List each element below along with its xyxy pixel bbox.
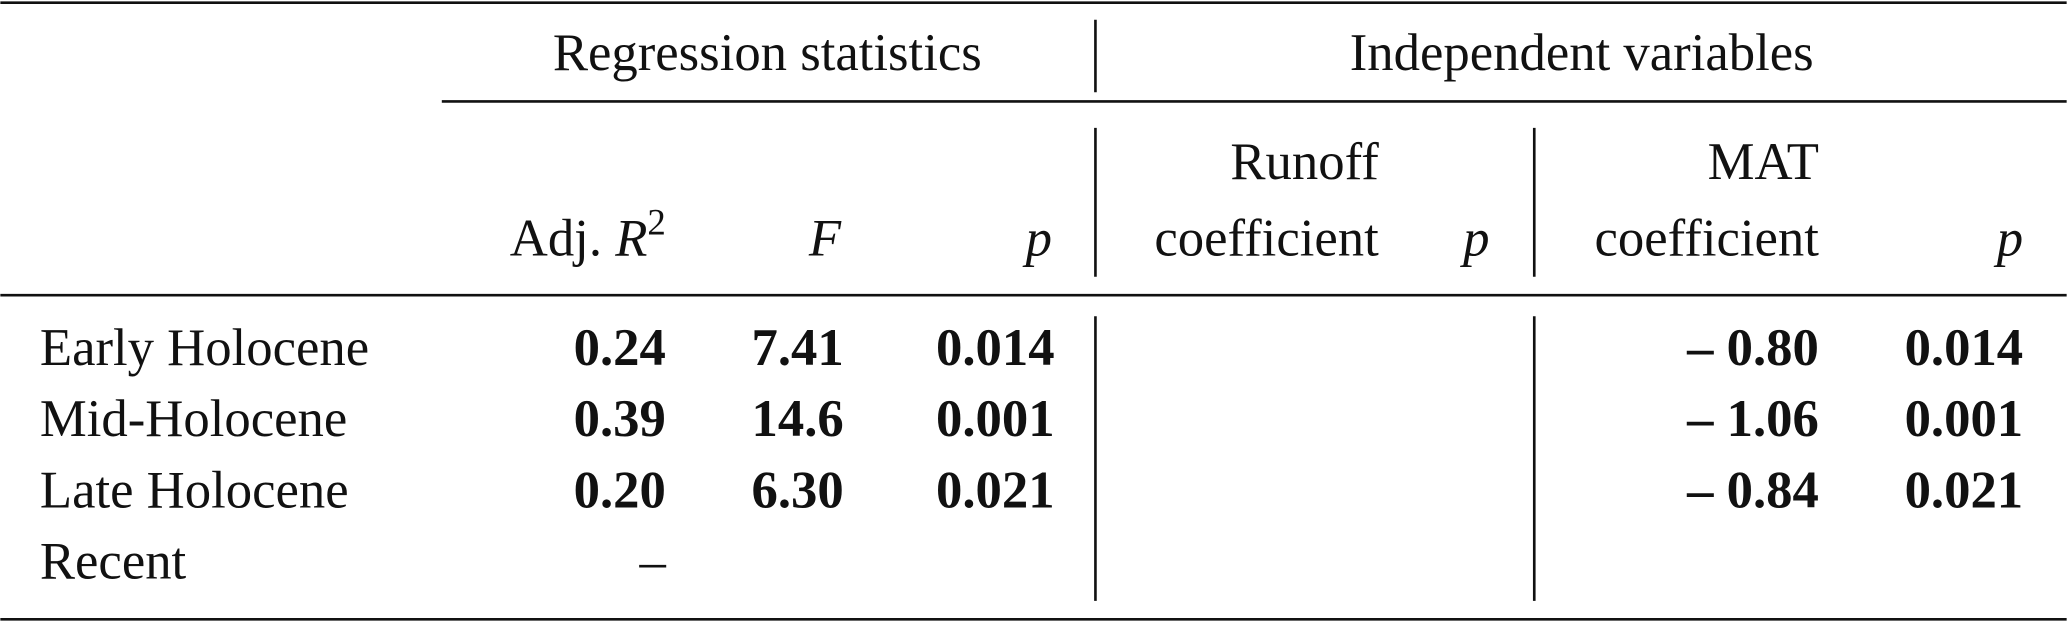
cell: 0.021 bbox=[936, 461, 1055, 519]
column-header: p bbox=[1993, 210, 2023, 268]
cell: 0.39 bbox=[574, 390, 666, 448]
row-label: Mid-Holocene bbox=[40, 390, 347, 448]
column-header: F bbox=[808, 210, 842, 268]
row-label: Early Holocene bbox=[40, 319, 369, 377]
column-header: Runoff bbox=[1230, 133, 1379, 191]
cell: – 0.84 bbox=[1686, 461, 1819, 519]
cell: 0.021 bbox=[1905, 461, 2024, 519]
cell: 0.001 bbox=[936, 390, 1055, 448]
cell: 14.6 bbox=[752, 390, 844, 448]
cell: 0.014 bbox=[936, 319, 1055, 377]
cell: – 0.80 bbox=[1686, 319, 1819, 377]
cell: – 1.06 bbox=[1686, 390, 1819, 448]
column-header: Adj. R2 bbox=[510, 202, 666, 268]
column-header: coefficient bbox=[1595, 210, 1820, 268]
header-symbol: R bbox=[614, 210, 647, 268]
header-superscript: 2 bbox=[647, 202, 665, 243]
cell: 0.20 bbox=[574, 461, 666, 519]
cell: 7.41 bbox=[752, 319, 844, 377]
cell: 0.001 bbox=[1905, 390, 2024, 448]
header-text: Adj. bbox=[510, 210, 602, 268]
group-header: Independent variables bbox=[1350, 24, 1814, 82]
column-header: p bbox=[1459, 210, 1489, 268]
cell: 0.014 bbox=[1905, 319, 2024, 377]
cell: – bbox=[638, 533, 666, 591]
group-header: Regression statistics bbox=[553, 24, 982, 82]
cell: 6.30 bbox=[752, 461, 844, 519]
cell: 0.24 bbox=[574, 319, 666, 377]
column-header: coefficient bbox=[1154, 210, 1379, 268]
row-label: Recent bbox=[40, 533, 187, 591]
row-label: Late Holocene bbox=[40, 461, 349, 519]
column-header: MAT bbox=[1708, 133, 1819, 191]
column-header: p bbox=[1022, 210, 1052, 268]
